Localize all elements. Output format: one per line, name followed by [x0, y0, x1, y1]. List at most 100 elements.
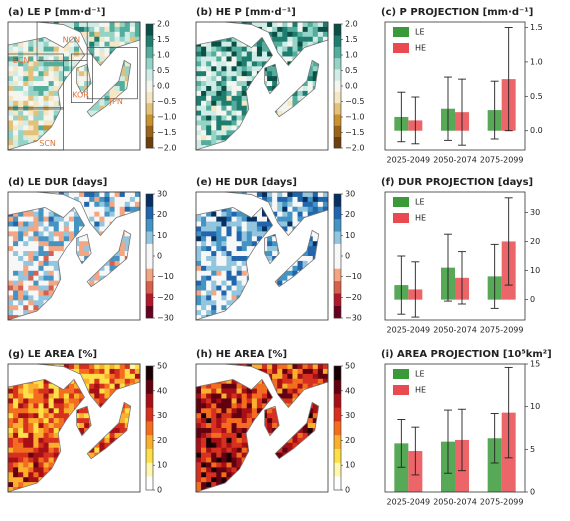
land-cell [13, 428, 19, 434]
land-cell [322, 201, 328, 208]
land-cell [23, 442, 29, 448]
map-frame [195, 363, 329, 493]
land-cell [272, 378, 278, 384]
land-cell [201, 226, 207, 232]
land-cell [236, 270, 242, 276]
land-cell [201, 280, 207, 286]
land-cell [8, 81, 14, 87]
land-cell [119, 373, 126, 380]
land-cell [53, 46, 60, 52]
land-cell [109, 201, 115, 208]
land-cell [13, 115, 19, 121]
land-cell [226, 51, 232, 57]
land-cell [206, 477, 212, 483]
land-cell [241, 418, 248, 424]
land-cell [8, 246, 14, 252]
colorbar-segment [334, 366, 341, 381]
land-cell [231, 467, 237, 473]
land-cell [231, 408, 237, 414]
land-cell [206, 86, 212, 92]
land-cell [38, 216, 44, 222]
land-cell [23, 125, 29, 131]
land-cell [28, 290, 34, 296]
land-cell [201, 388, 207, 394]
land-cell [262, 22, 268, 28]
land-cell [18, 403, 24, 409]
land-cell [48, 241, 54, 247]
land-cell [18, 76, 24, 82]
land-cell [196, 46, 202, 52]
land-cell [94, 26, 100, 33]
land-cell [226, 86, 232, 92]
land-cell [221, 130, 227, 136]
land-cell [226, 467, 232, 473]
land-cell [221, 76, 227, 82]
land-cell [211, 100, 217, 106]
land-cell [196, 428, 202, 434]
land-cell [129, 206, 136, 212]
land-cell [94, 398, 100, 404]
land-cell [119, 196, 126, 203]
land-cell [53, 100, 60, 106]
land-cell [18, 256, 24, 262]
land-cell [63, 226, 70, 232]
land-cell [282, 216, 288, 222]
land-cell [74, 41, 80, 47]
land-cell [221, 41, 227, 47]
land-cell [282, 192, 288, 198]
land-cell [267, 236, 273, 242]
land-cell [114, 22, 120, 28]
land-cell [109, 86, 115, 92]
land-cell [241, 432, 248, 439]
land-cell [38, 226, 44, 232]
region-box [86, 47, 138, 100]
land-cell [28, 211, 34, 217]
land-cell [23, 46, 29, 52]
colorbar-tick-label: 0 [157, 486, 162, 495]
land-cell [68, 41, 75, 47]
land-cell [18, 90, 24, 97]
land-cell [8, 135, 14, 141]
land-cell [211, 120, 217, 126]
land-cell [8, 432, 14, 439]
land-cell [18, 71, 24, 77]
land-cell [119, 76, 126, 82]
land-cell [297, 364, 303, 370]
land-cell [206, 423, 212, 429]
land-cell [251, 61, 258, 67]
land-cell [8, 115, 14, 121]
land-cell [8, 482, 14, 488]
land-cell [277, 373, 283, 380]
land-cell [33, 442, 39, 448]
land-cell [201, 457, 207, 463]
land-cell [8, 46, 14, 52]
x-tick-label: 2025-2049 [387, 326, 431, 335]
land-cell [246, 231, 253, 237]
land-cell [282, 383, 288, 389]
land-cell [18, 305, 24, 311]
land-cell [196, 437, 202, 444]
colorbar-segment [146, 102, 153, 115]
land-cell [68, 46, 75, 52]
land-cell [251, 413, 258, 419]
land-cell [196, 467, 202, 473]
land-cell [211, 280, 217, 286]
land-cell [74, 383, 80, 389]
land-cell [231, 260, 237, 267]
land-cell [13, 226, 19, 232]
land-cell [256, 192, 263, 198]
land-cell [201, 403, 207, 409]
land-cell [287, 368, 293, 375]
colorbar-tick-label: 1.0 [345, 51, 358, 60]
y-tick-label: 0 [530, 295, 535, 304]
land-cell [8, 251, 14, 257]
colorbar-segment [334, 305, 341, 319]
land-cell [287, 211, 293, 217]
land-cell [28, 467, 34, 473]
land-cell [226, 452, 232, 458]
land-cell [287, 201, 293, 208]
land-cell [216, 81, 222, 87]
land-cell [8, 125, 14, 131]
land-cell [267, 393, 273, 399]
land-cell [63, 56, 70, 62]
